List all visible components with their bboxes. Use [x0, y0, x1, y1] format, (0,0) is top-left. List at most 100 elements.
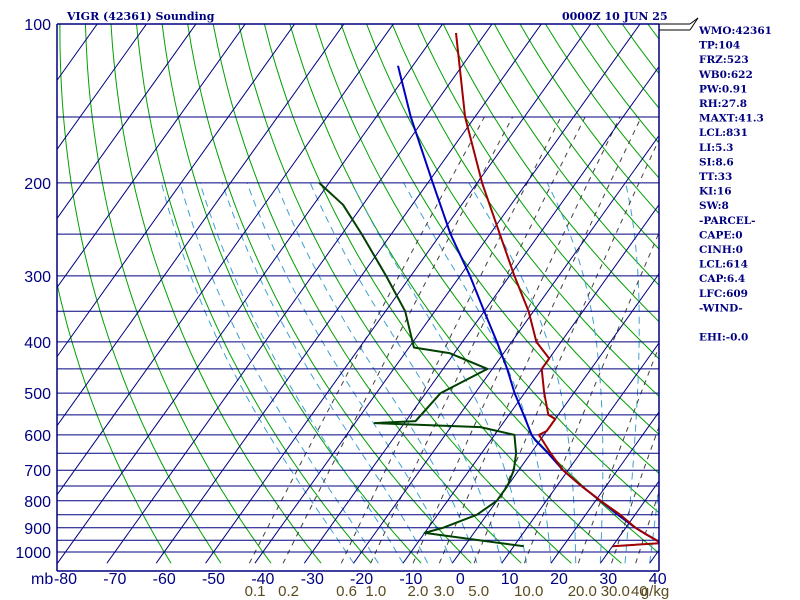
moist-adiabat-line	[546, 182, 604, 564]
pressure-tick-label: 700	[24, 463, 51, 480]
dry-adiabat-line	[57, 281, 172, 564]
temperature-tick-label: -20	[350, 571, 373, 588]
moist-adiabat-line	[309, 182, 503, 564]
mixing-ratio-label: g/kg	[641, 583, 669, 600]
mixing-ratio-label: 30.0	[601, 583, 630, 600]
index-line: LFC:609	[699, 288, 748, 300]
index-line: LCL:614	[699, 259, 748, 271]
dewpoint-trace	[318, 182, 524, 548]
isotherm-line	[550, 411, 659, 564]
isotherm-line	[402, 203, 659, 564]
moist-adiabat-line	[199, 182, 404, 564]
moist-adiabat-line	[403, 182, 552, 564]
isotherm-line	[353, 134, 659, 564]
moist-adiabat-line	[161, 182, 355, 564]
moist-adiabat-line	[275, 182, 478, 564]
dry-adiabat-line	[391, 24, 659, 397]
isotherm-line	[254, 24, 641, 564]
pressure-tick-label: 500	[24, 386, 51, 403]
dry-adiabat-line	[263, 24, 622, 564]
dry-adiabat-line	[212, 24, 522, 564]
moist-adiabat-line	[351, 182, 527, 564]
index-line: PW:0.91	[699, 83, 747, 95]
temperature-tick-label: 30	[599, 571, 617, 588]
isotherms	[57, 24, 659, 564]
temperature-tick-label: -70	[103, 571, 126, 588]
index-line: TT:33	[699, 171, 732, 183]
temperature-tick-label: -80	[54, 571, 77, 588]
isotherm-line	[57, 24, 345, 427]
index-line: EHI:-0.0	[699, 332, 748, 344]
isotherm-line	[303, 65, 659, 564]
isobars	[57, 24, 659, 553]
isotherm-line	[57, 24, 197, 220]
dry-adiabat-line	[59, 24, 222, 564]
dry-adiabat-line	[417, 24, 659, 360]
pressure-tick-label: 100	[24, 17, 51, 34]
pressure-tick-label: 400	[24, 335, 51, 352]
pressure-unit-label: mb	[31, 571, 53, 588]
temperature-tick-label: 20	[550, 571, 568, 588]
isotherm-line	[57, 24, 148, 151]
temperature-tick-label: 40	[649, 571, 667, 588]
isotherm-line	[205, 24, 592, 564]
index-line: -WIND-	[699, 302, 743, 314]
pressure-tick-label: 1000	[15, 545, 51, 562]
pressure-tick-label: 200	[24, 176, 51, 193]
index-line: KI:16	[699, 186, 732, 198]
dry-adiabat-line	[442, 24, 659, 323]
dry-adiabat-line	[84, 24, 272, 564]
index-line: TP:104	[699, 40, 740, 52]
pressure-tick-label: 600	[24, 428, 51, 445]
isotherm-line	[57, 24, 394, 496]
mixing-ratio-label: 40	[631, 583, 648, 600]
pressure-tick-label: 800	[24, 494, 51, 511]
index-line: WMO:42361	[698, 25, 772, 37]
dry-adiabat-line	[493, 24, 659, 250]
mixing-ratio-label: 0.6	[336, 583, 357, 600]
isotherm-line	[57, 24, 444, 564]
temperature-tick-label: -60	[153, 571, 176, 588]
index-line: CAP:6.4	[699, 273, 745, 285]
temperature-tick-label: -30	[301, 571, 324, 588]
isotherm-line	[451, 272, 659, 564]
mixing-ratio-label: 2.0	[407, 583, 428, 600]
index-line: FRZ:523	[699, 54, 749, 66]
dry-adiabat-line	[136, 24, 372, 564]
index-line: LCL:831	[699, 127, 748, 139]
index-line: -PARCEL-	[699, 215, 755, 227]
mixing-ratio-label: 0.1	[245, 583, 266, 600]
temperature-tick-label: 0	[456, 571, 465, 588]
index-panel: WMO:42361 TP:104 FRZ:523 WB0:622 PW:0.91 RH:2…	[698, 25, 772, 344]
mixing-ratio-label: 3.0	[434, 583, 455, 600]
chart-title: VIGR (42361) Sounding	[66, 10, 215, 23]
moist-adiabat-line	[624, 182, 640, 564]
index-line: RH:27.8	[699, 98, 747, 110]
temperature-tick-label: -10	[399, 571, 422, 588]
mixing-ratio-label: 5.0	[468, 583, 489, 600]
index-line: CINH:0	[699, 244, 743, 256]
index-line: SW:8	[699, 200, 729, 212]
mixing-ratio-label: 20.0	[568, 583, 597, 600]
isotherm-line	[501, 342, 659, 564]
moist-adiabat-line	[221, 182, 429, 564]
temperature-axis: -80 -70 -60 -50 -40 -30 -20 -10 0 10 20 30 40	[54, 571, 667, 588]
mixing-ratio-axis: 0.1 0.2 0.6 1.0 2.0 3.0 5.0 10.0 20.0 30.0 40g/kg	[245, 583, 670, 600]
moist-adiabat-line	[179, 182, 379, 564]
wind-barb	[659, 17, 699, 31]
index-line: LI:5.3	[699, 142, 733, 154]
dry-adiabat-line	[110, 24, 322, 564]
chart-time: 0000Z 10 JUN 25	[562, 10, 668, 23]
mixing-ratio-label: 1.0	[365, 583, 386, 600]
dry-adiabat-line	[340, 24, 659, 474]
index-line: MAXT:41.3	[699, 113, 764, 125]
dry-adiabat-line	[468, 24, 659, 286]
moist-adiabats	[161, 182, 659, 564]
isotherm-line	[57, 24, 246, 289]
mixing-ratio-label: 10.0	[514, 583, 543, 600]
temperature-tick-label: -50	[202, 571, 225, 588]
pressure-tick-label: 900	[24, 521, 51, 538]
temperature-tick-label: 10	[501, 571, 519, 588]
pressure-tick-label: 300	[24, 269, 51, 286]
